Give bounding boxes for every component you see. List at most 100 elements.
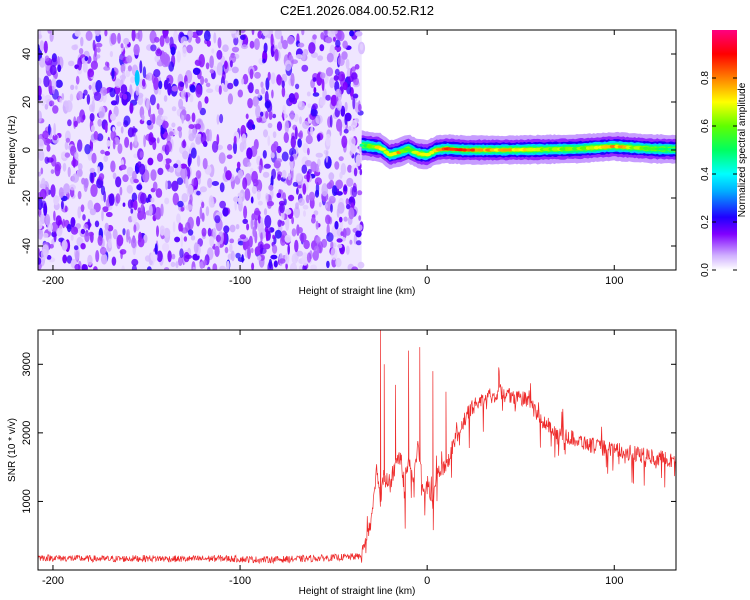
noise-cell — [284, 234, 292, 243]
noise-cell — [263, 208, 268, 216]
noise-cell — [76, 90, 84, 100]
noise-cell — [299, 130, 303, 140]
noise-cell — [90, 60, 98, 70]
signal-core — [647, 147, 652, 151]
noise-cell — [51, 77, 57, 91]
noise-cell — [43, 203, 48, 216]
colorbar-tick-label: 0.8 — [700, 71, 711, 85]
noise-cell — [284, 208, 292, 215]
spectrogram-x-axis-label: Height of straight line (km) — [299, 286, 416, 297]
noise-cell — [51, 221, 59, 233]
signal-core — [588, 146, 596, 150]
noise-cell — [48, 123, 51, 136]
noise-cell — [156, 250, 163, 263]
noise-cell — [61, 93, 65, 101]
noise-cell — [200, 75, 205, 85]
noise-cell — [150, 44, 157, 52]
spectrogram-noise-cells — [38, 30, 366, 270]
noise-cell — [155, 188, 163, 198]
noise-cell — [195, 170, 202, 179]
noise-cell — [109, 87, 116, 98]
noise-cell — [264, 100, 271, 109]
noise-cell — [83, 223, 89, 230]
noise-cell — [238, 196, 242, 205]
noise-cell — [248, 235, 253, 248]
noise-cell — [168, 166, 175, 173]
noise-cell — [271, 89, 274, 99]
noise-cell — [48, 100, 55, 107]
noise-cell — [267, 122, 273, 129]
noise-cell — [127, 65, 132, 72]
noise-cell — [98, 173, 105, 181]
noise-cell — [95, 42, 103, 48]
noise-cell — [301, 64, 309, 72]
noise-cell — [148, 204, 153, 217]
noise-cell — [359, 168, 363, 176]
noise-cell — [346, 204, 351, 210]
noise-cell — [153, 69, 161, 78]
noise-cell — [307, 103, 312, 109]
noise-cell — [281, 80, 285, 88]
noise-cell — [212, 263, 218, 270]
noise-cell — [146, 98, 150, 111]
noise-cell — [263, 243, 271, 250]
x-tick-label: -100 — [229, 275, 251, 287]
noise-cell — [264, 215, 272, 228]
noise-cell — [260, 231, 263, 243]
noise-cell — [115, 176, 122, 188]
noise-cell — [150, 197, 155, 203]
noise-cell — [73, 151, 79, 160]
noise-cell — [127, 199, 133, 209]
noise-cell — [44, 156, 50, 164]
noise-cell — [325, 150, 329, 163]
noise-cell — [53, 195, 59, 206]
noise-cell — [336, 99, 342, 111]
noise-cell — [325, 36, 333, 44]
noise-cell — [263, 129, 268, 138]
snr-series — [38, 330, 676, 565]
noise-cell — [55, 215, 62, 226]
outlier-mark — [134, 70, 140, 86]
noise-cell — [146, 266, 152, 270]
noise-cell — [314, 189, 320, 198]
signal-core — [383, 150, 390, 154]
noise-cell — [308, 191, 315, 202]
figure-title: C2E1.2026.084.00.52.R12 — [280, 3, 434, 18]
noise-cell — [257, 214, 261, 224]
noise-cell — [307, 168, 312, 175]
noise-cell — [190, 235, 196, 241]
noise-cell — [103, 228, 109, 236]
noise-cell — [342, 228, 347, 240]
noise-cell — [342, 40, 348, 49]
noise-cell — [325, 133, 331, 147]
noise-cell — [359, 43, 364, 51]
noise-cell — [171, 253, 176, 260]
noise-cell — [316, 236, 321, 243]
noise-cell — [189, 84, 196, 93]
noise-cell — [242, 177, 248, 190]
noise-cell — [111, 67, 115, 80]
noise-cell — [89, 208, 97, 216]
noise-cell — [109, 51, 113, 58]
x-tick-label: -200 — [42, 575, 64, 587]
noise-cell — [116, 238, 121, 250]
noise-cell — [77, 57, 82, 71]
signal-core — [469, 148, 477, 152]
snr-x-axis-label: Height of straight line (km) — [299, 586, 416, 597]
noise-cell — [274, 30, 282, 40]
noise-cell — [126, 55, 133, 64]
noise-cell — [233, 36, 239, 46]
noise-cell — [254, 88, 260, 95]
signal-core — [594, 146, 599, 150]
noise-cell — [289, 110, 295, 120]
noise-cell — [267, 135, 271, 146]
noise-cell — [290, 135, 296, 149]
noise-cell — [272, 131, 277, 139]
noise-cell — [252, 226, 256, 238]
noise-cell — [163, 95, 168, 102]
noise-cell — [317, 134, 321, 142]
noise-cell — [265, 228, 269, 242]
noise-cell — [88, 231, 94, 237]
noise-cell — [336, 238, 343, 243]
noise-cell — [75, 75, 80, 85]
